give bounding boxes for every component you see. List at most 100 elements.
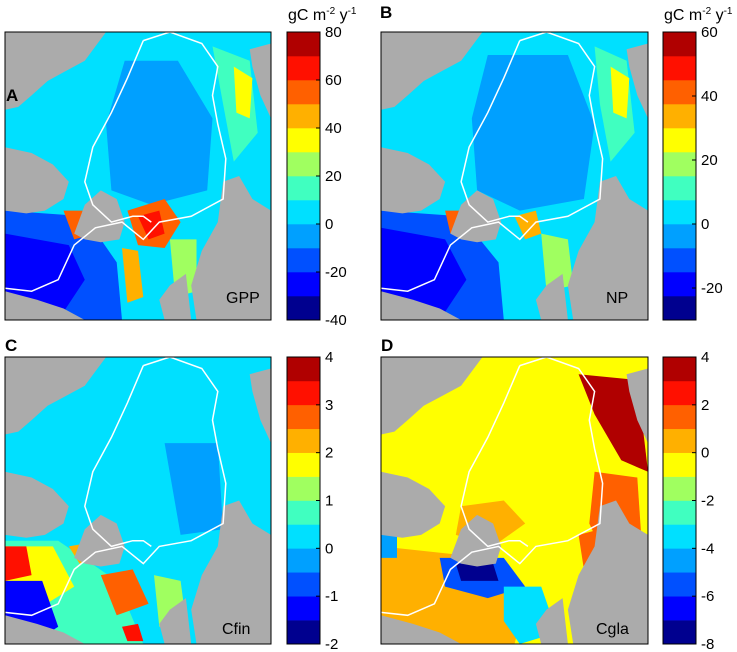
colorbar: 4 3 2 1 0 -1 -2: [286, 349, 338, 652]
land-region: [5, 357, 107, 435]
colorbar: 80 60 40 20 0 -20 -40: [286, 24, 347, 329]
colorbar: 4 2 0 -2 -4 -6 -8: [662, 349, 714, 652]
colorbar-segment: [663, 548, 696, 573]
map-cgla: [381, 357, 648, 644]
colorbar-segment: [663, 452, 696, 477]
colorbar-segment: [287, 176, 320, 201]
map-frame: [380, 31, 649, 321]
colorbar-segment: [287, 104, 320, 129]
colorbar-tick-label: 20: [325, 168, 342, 185]
land-region: [450, 190, 502, 243]
value-region: [610, 66, 630, 119]
land-region: [191, 500, 271, 644]
colorbar-tick-label: -40: [325, 312, 347, 329]
colorbar-segment: [287, 224, 320, 249]
colorbar-tick-label: -4: [701, 540, 714, 557]
colorbar-segment: [287, 152, 320, 177]
colorbar-segment: [287, 128, 320, 153]
colorbar-segment: [287, 524, 320, 549]
shelf-contour: [381, 32, 604, 292]
land-region: [567, 176, 648, 320]
map-frame: [380, 356, 649, 645]
colorbar-tick-label: -2: [701, 493, 714, 510]
value-region: [100, 569, 149, 616]
colorbar-unit: gC m-2 y-1: [664, 6, 733, 24]
land-region: [535, 598, 568, 644]
colorbar-segment: [663, 128, 696, 153]
land-region: [381, 147, 446, 214]
land-region: [74, 190, 125, 243]
land-region: [191, 176, 271, 320]
shelf-contour: [84, 365, 152, 548]
value-region: [5, 546, 32, 581]
land-region: [159, 273, 192, 320]
colorbar-tick-label: 0: [325, 216, 333, 233]
colorbar-segment: [663, 176, 696, 201]
colorbar-segment: [663, 80, 696, 105]
land-region: [626, 368, 648, 444]
colorbar-segment: [663, 620, 696, 645]
land-region: [381, 471, 446, 538]
colorbar-tick-label: 1: [325, 493, 333, 510]
colorbar-tick-label: 0: [701, 216, 709, 233]
colorbar-tick-label: -8: [701, 636, 714, 652]
panel-d: D Cgla 4 2 0 -2 -4 -6 -8: [380, 336, 714, 652]
colorbar-segment: [663, 104, 696, 129]
shelf-contour: [84, 40, 152, 223]
colorbar-tick-label: -2: [325, 636, 338, 652]
colorbar-segment: [663, 224, 696, 249]
value-region: [455, 563, 499, 581]
land-region: [626, 43, 648, 119]
colorbar-segment: [287, 357, 320, 382]
land-region: [249, 368, 271, 444]
inset-label: Cgla: [596, 621, 629, 638]
land-region: [5, 471, 69, 538]
colorbar-tick-label: 80: [325, 24, 342, 41]
colorbar-segment: [287, 80, 320, 105]
colorbar-segment: [287, 200, 320, 225]
colorbar-segment: [663, 428, 696, 453]
colorbar-tick-label: -20: [325, 264, 347, 281]
colorbar-tick-label: 20: [701, 152, 718, 169]
colorbar-tick-label: 0: [701, 445, 709, 462]
land-region: [381, 357, 483, 435]
colorbar-tick-label: 2: [701, 397, 709, 414]
inset-label: NP: [606, 290, 628, 307]
land-region: [567, 500, 648, 644]
colorbar-segment: [663, 596, 696, 621]
colorbar-segment: [663, 152, 696, 177]
panel-b: B NP 60 40 20 0 -20 gC m-2 y-1: [380, 3, 733, 321]
colorbar-segment: [663, 32, 696, 57]
colorbar-segment: [287, 56, 320, 81]
colorbar-segment: [663, 272, 696, 297]
colorbar-segment: [287, 596, 320, 621]
panel-c: C Cfin 4 3 2 1 0 -1 -2: [4, 336, 338, 652]
colorbar-tick-label: 0: [325, 540, 333, 557]
colorbar-tick-label: -6: [701, 588, 714, 605]
shelf-contour: [5, 32, 227, 292]
land-region: [450, 514, 502, 567]
colorbar-segment: [663, 248, 696, 273]
value-region: [578, 374, 648, 472]
colorbar-segment: [287, 620, 320, 645]
inset-label: Cfin: [222, 621, 250, 638]
colorbar-segment: [663, 500, 696, 525]
colorbar-segment: [287, 272, 320, 297]
colorbar-tick-label: 60: [701, 24, 718, 41]
map-gpp: [5, 32, 271, 320]
colorbar-segment: [287, 548, 320, 573]
colorbar-segment: [663, 56, 696, 81]
land-region: [5, 291, 85, 320]
panel-letter: B: [380, 3, 392, 22]
land-region: [5, 147, 69, 214]
value-region: [471, 55, 595, 211]
land-region: [535, 273, 568, 320]
shelf-contour: [5, 357, 227, 617]
colorbar-tick-label: 40: [325, 120, 342, 137]
panel-letter: D: [381, 336, 393, 355]
colorbar-frame: [662, 31, 697, 321]
land-region: [381, 291, 462, 320]
land-region: [381, 32, 483, 110]
colorbar-segment: [663, 200, 696, 225]
